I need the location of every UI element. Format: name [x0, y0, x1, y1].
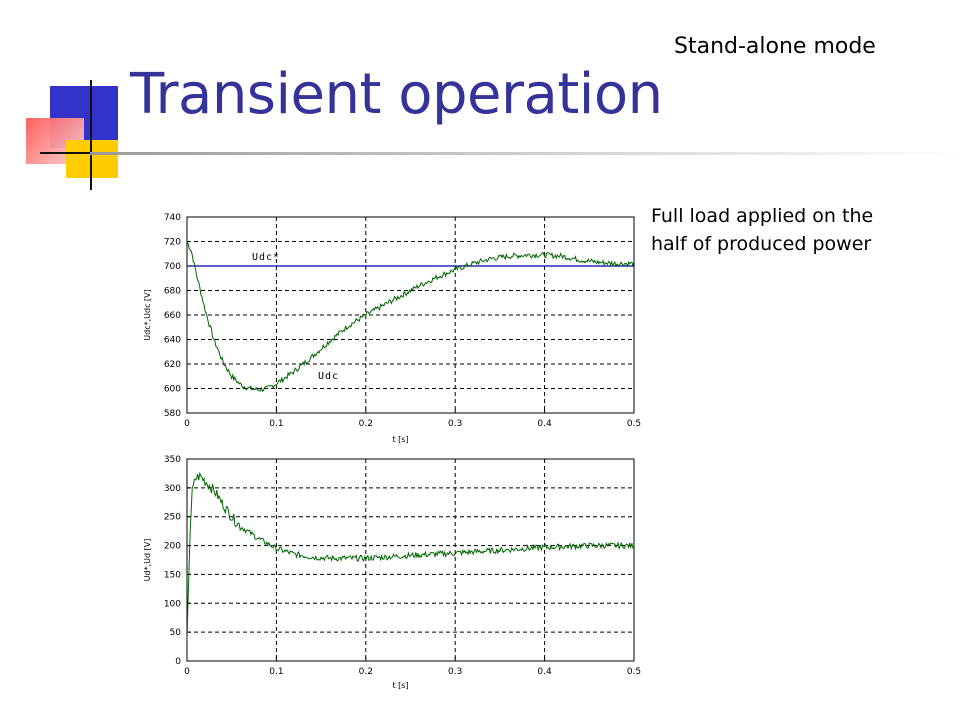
- chart-d-axis-voltage: 0 0.1 0.2 0.3 0.4 0.5 0 50 100 150 200 250 300 350 t […: [143, 455, 641, 690]
- y-tick-label: 300: [164, 484, 181, 494]
- x-tick-label: 0.4: [537, 667, 552, 677]
- series-line-udc: [187, 241, 634, 393]
- x-tick-label: 0.3: [448, 667, 462, 677]
- x-axis-label: t [s]: [392, 681, 408, 690]
- y-tick-label: 0: [175, 657, 181, 667]
- mode-label: Stand-alone mode: [674, 34, 876, 59]
- y-tick-label: 580: [164, 409, 181, 419]
- x-tick-label: 0.4: [537, 419, 552, 429]
- x-axis-label: t [s]: [392, 435, 408, 444]
- x-tick-label: 0.5: [627, 667, 641, 677]
- x-tick-label: 0.1: [269, 667, 283, 677]
- series-annotation: Udc: [318, 371, 339, 382]
- chart-dc-voltage: 0 0.1 0.2 0.3 0.4 0.5 580 600 620 640 660 680 700 720…: [143, 213, 641, 444]
- y-tick-label: 200: [164, 542, 181, 552]
- y-tick-label: 250: [164, 513, 181, 523]
- x-tick-label: 0: [184, 667, 190, 677]
- y-tick-label: 660: [164, 311, 181, 321]
- decorative-vertical-line: [90, 80, 92, 190]
- decorative-yellow-square: [66, 140, 118, 178]
- slide-title: Transient operation: [130, 62, 663, 127]
- series-annotation: Udc*: [252, 252, 280, 263]
- x-tick-label: 0.2: [359, 419, 373, 429]
- y-tick-label: 350: [164, 455, 181, 465]
- y-axis-label: Udc*,Udc [V]: [143, 289, 152, 340]
- y-tick-label: 620: [164, 360, 181, 370]
- x-tick-label: 0: [184, 419, 190, 429]
- caption-line-2: half of produced power: [651, 233, 872, 255]
- caption-line-1: Full load applied on the: [651, 205, 874, 227]
- decorative-horizontal-line: [40, 152, 116, 154]
- x-tick-label: 0.1: [269, 419, 283, 429]
- x-tick-label: 0.5: [627, 419, 641, 429]
- plot-frame: [186, 458, 635, 662]
- y-tick-label: 640: [164, 336, 181, 346]
- series-line-ud: [187, 471, 634, 641]
- y-axis-label: Ud*,Ud [V]: [143, 539, 152, 582]
- y-tick-label: 740: [164, 213, 181, 223]
- x-tick-label: 0.2: [359, 667, 373, 677]
- caption-text: Full load applied on the half of produce…: [651, 202, 951, 258]
- y-tick-label: 100: [164, 599, 181, 609]
- y-tick-label: 700: [164, 262, 181, 272]
- y-tick-label: 720: [164, 238, 181, 248]
- x-tick-label: 0.3: [448, 419, 462, 429]
- y-tick-label: 680: [164, 287, 181, 297]
- y-tick-label: 50: [170, 628, 182, 638]
- title-underline-rule: [90, 152, 960, 155]
- y-tick-label: 600: [164, 385, 181, 395]
- y-tick-label: 150: [164, 570, 181, 580]
